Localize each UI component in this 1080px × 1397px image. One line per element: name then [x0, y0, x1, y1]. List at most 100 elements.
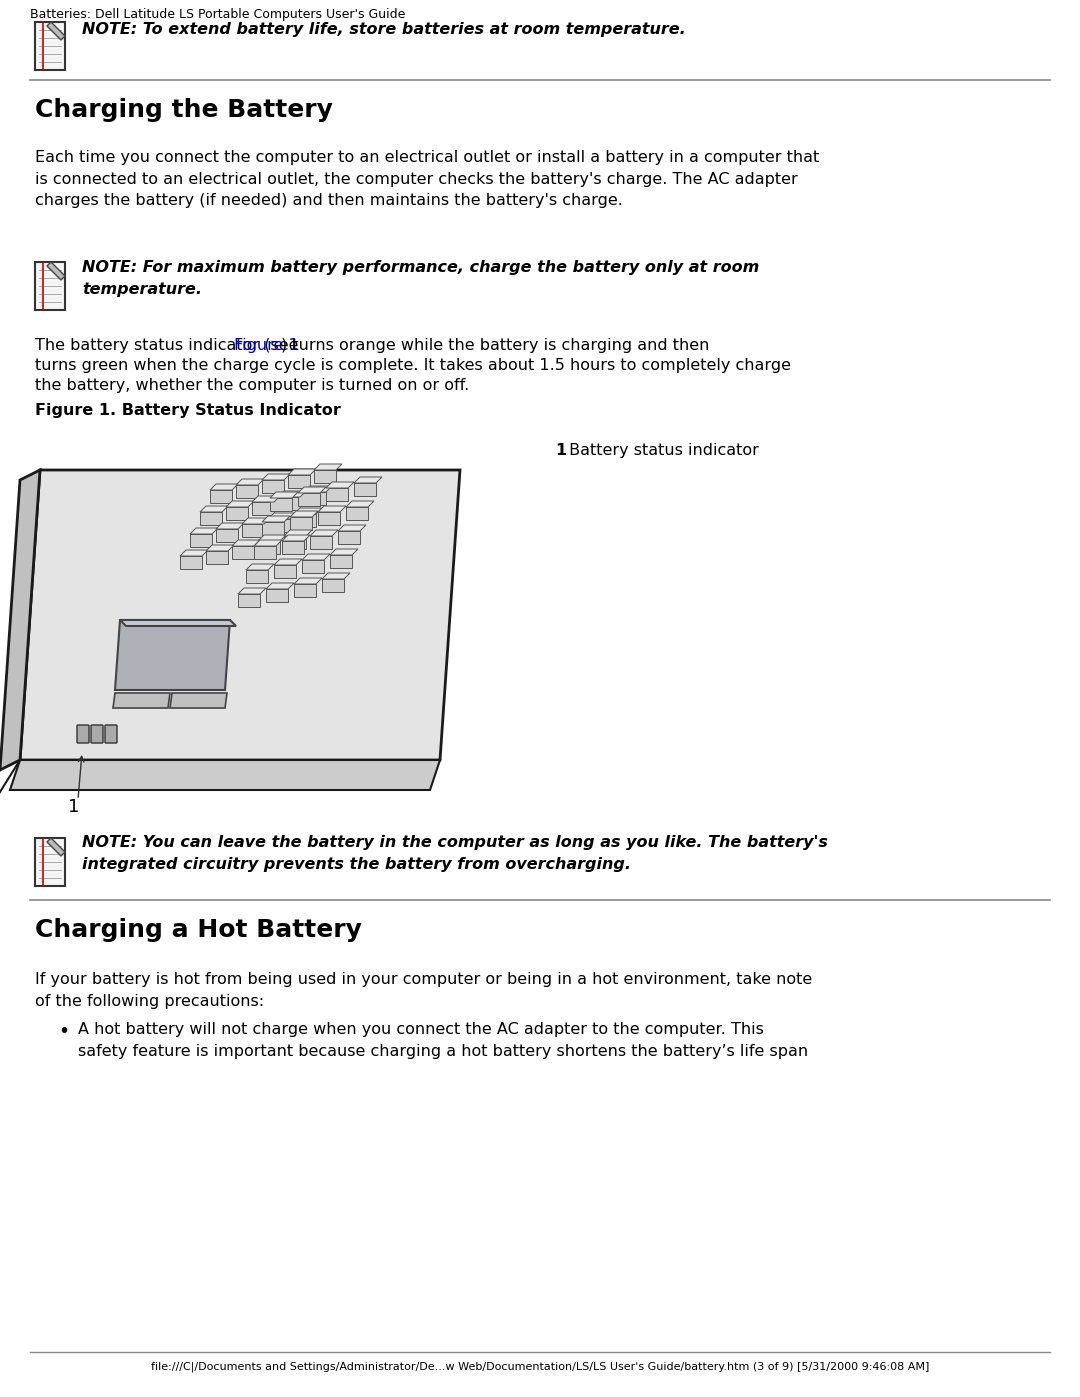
Polygon shape	[254, 541, 282, 546]
Polygon shape	[294, 509, 322, 514]
Polygon shape	[346, 502, 374, 507]
Polygon shape	[322, 573, 350, 578]
Polygon shape	[232, 541, 260, 546]
Polygon shape	[326, 488, 348, 502]
Polygon shape	[254, 546, 276, 559]
Polygon shape	[318, 506, 346, 511]
FancyBboxPatch shape	[105, 725, 117, 743]
Text: 1: 1	[555, 443, 566, 458]
Polygon shape	[302, 555, 330, 560]
Polygon shape	[302, 560, 324, 573]
Polygon shape	[303, 486, 332, 492]
Polygon shape	[246, 570, 268, 583]
Text: NOTE: For maximum battery performance, charge the battery only at room
temperatu: NOTE: For maximum battery performance, c…	[82, 260, 759, 296]
Text: Charging the Battery: Charging the Battery	[35, 98, 333, 122]
Polygon shape	[242, 524, 264, 536]
Polygon shape	[322, 578, 345, 592]
Text: ) turns orange while the battery is charging and then: ) turns orange while the battery is char…	[281, 338, 710, 353]
FancyBboxPatch shape	[35, 22, 65, 70]
Polygon shape	[266, 590, 288, 602]
Polygon shape	[237, 485, 258, 497]
Polygon shape	[270, 497, 292, 511]
Polygon shape	[210, 490, 232, 503]
Polygon shape	[21, 469, 460, 760]
Polygon shape	[291, 517, 312, 529]
Polygon shape	[330, 549, 357, 555]
Polygon shape	[252, 496, 280, 502]
FancyBboxPatch shape	[91, 725, 103, 743]
Text: •: •	[58, 1023, 69, 1041]
Polygon shape	[284, 536, 306, 549]
Polygon shape	[274, 564, 296, 578]
Polygon shape	[113, 693, 170, 708]
Text: NOTE: To extend battery life, store batteries at room temperature.: NOTE: To extend battery life, store batt…	[82, 22, 686, 36]
Polygon shape	[0, 469, 40, 770]
Polygon shape	[310, 536, 332, 549]
Polygon shape	[278, 490, 306, 497]
Polygon shape	[206, 550, 228, 564]
Polygon shape	[216, 529, 238, 542]
Polygon shape	[242, 518, 270, 524]
Polygon shape	[266, 583, 294, 590]
Polygon shape	[237, 479, 264, 485]
Polygon shape	[268, 513, 296, 520]
Polygon shape	[298, 488, 326, 493]
Polygon shape	[246, 564, 274, 570]
Polygon shape	[291, 511, 318, 517]
Polygon shape	[338, 525, 366, 531]
Polygon shape	[120, 620, 237, 626]
Polygon shape	[270, 492, 298, 497]
Polygon shape	[258, 535, 286, 541]
Polygon shape	[114, 620, 230, 690]
Polygon shape	[48, 22, 65, 41]
Polygon shape	[314, 464, 342, 469]
Text: 1: 1	[68, 798, 79, 816]
Polygon shape	[180, 556, 202, 569]
Text: Batteries: Dell Latitude LS Portable Computers User's Guide: Batteries: Dell Latitude LS Portable Com…	[30, 8, 405, 21]
Polygon shape	[216, 522, 244, 529]
Polygon shape	[268, 520, 291, 532]
Polygon shape	[190, 534, 212, 548]
Polygon shape	[288, 469, 316, 475]
FancyBboxPatch shape	[77, 725, 89, 743]
Polygon shape	[210, 483, 238, 490]
Polygon shape	[303, 492, 326, 504]
Polygon shape	[354, 476, 382, 483]
Polygon shape	[282, 541, 303, 555]
Polygon shape	[284, 529, 312, 536]
Text: If your battery is hot from being used in your computer or being in a hot enviro: If your battery is hot from being used i…	[35, 972, 812, 1009]
Polygon shape	[200, 511, 222, 525]
FancyBboxPatch shape	[35, 263, 65, 310]
Text: The battery status indicator (see: The battery status indicator (see	[35, 338, 303, 353]
Polygon shape	[206, 545, 234, 550]
Text: Battery status indicator: Battery status indicator	[564, 443, 759, 458]
Polygon shape	[318, 511, 340, 525]
Polygon shape	[262, 474, 291, 481]
Polygon shape	[232, 546, 254, 559]
Polygon shape	[294, 578, 322, 584]
Polygon shape	[48, 263, 65, 279]
Polygon shape	[200, 506, 228, 511]
Polygon shape	[252, 502, 274, 515]
Polygon shape	[10, 760, 440, 789]
Text: A hot battery will not charge when you connect the AC adapter to the computer. T: A hot battery will not charge when you c…	[78, 1023, 808, 1059]
Text: the battery, whether the computer is turned on or off.: the battery, whether the computer is tur…	[35, 379, 469, 393]
Polygon shape	[226, 502, 254, 507]
Polygon shape	[48, 838, 65, 856]
Polygon shape	[294, 584, 316, 597]
Polygon shape	[258, 541, 280, 555]
Text: Each time you connect the computer to an electrical outlet or install a battery : Each time you connect the computer to an…	[35, 149, 820, 208]
Polygon shape	[278, 497, 300, 510]
Polygon shape	[238, 594, 260, 608]
Polygon shape	[282, 535, 310, 541]
Polygon shape	[262, 481, 284, 493]
Polygon shape	[294, 514, 316, 527]
Polygon shape	[262, 515, 291, 522]
Polygon shape	[226, 507, 248, 520]
Text: turns green when the charge cycle is complete. It takes about 1.5 hours to compl: turns green when the charge cycle is com…	[35, 358, 791, 373]
Polygon shape	[170, 693, 227, 708]
Polygon shape	[330, 555, 352, 569]
Polygon shape	[314, 469, 336, 483]
Polygon shape	[190, 528, 218, 534]
Text: Figure 1: Figure 1	[234, 338, 299, 353]
